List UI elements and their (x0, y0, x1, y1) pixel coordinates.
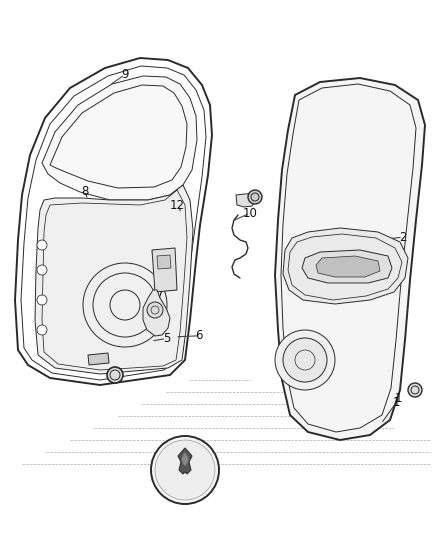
Circle shape (37, 325, 47, 335)
Text: 6: 6 (195, 329, 203, 342)
Circle shape (151, 436, 219, 504)
Polygon shape (15, 58, 212, 385)
Circle shape (107, 367, 123, 383)
Polygon shape (143, 290, 170, 336)
Polygon shape (35, 185, 193, 374)
Circle shape (248, 190, 262, 204)
Polygon shape (284, 348, 310, 384)
Text: 10: 10 (242, 207, 257, 220)
Circle shape (37, 265, 47, 275)
Circle shape (37, 295, 47, 305)
Polygon shape (316, 256, 380, 277)
Text: 12: 12 (170, 199, 185, 212)
Text: 7: 7 (156, 289, 164, 302)
Circle shape (275, 330, 335, 390)
Polygon shape (178, 448, 192, 474)
Circle shape (283, 338, 327, 382)
Text: 1: 1 (395, 392, 403, 405)
Polygon shape (283, 228, 408, 304)
Polygon shape (88, 353, 109, 365)
Polygon shape (152, 248, 177, 292)
Text: 5: 5 (163, 332, 170, 345)
Text: 9: 9 (121, 68, 129, 81)
Polygon shape (236, 193, 256, 207)
Polygon shape (302, 250, 392, 283)
Polygon shape (275, 78, 425, 440)
Circle shape (147, 302, 163, 318)
Text: 2: 2 (399, 231, 407, 244)
Polygon shape (181, 452, 189, 466)
Polygon shape (157, 255, 171, 269)
Circle shape (155, 440, 215, 500)
Circle shape (37, 240, 47, 250)
Text: 8: 8 (82, 185, 89, 198)
Polygon shape (42, 76, 197, 200)
Circle shape (408, 383, 422, 397)
Text: 1: 1 (392, 396, 400, 409)
